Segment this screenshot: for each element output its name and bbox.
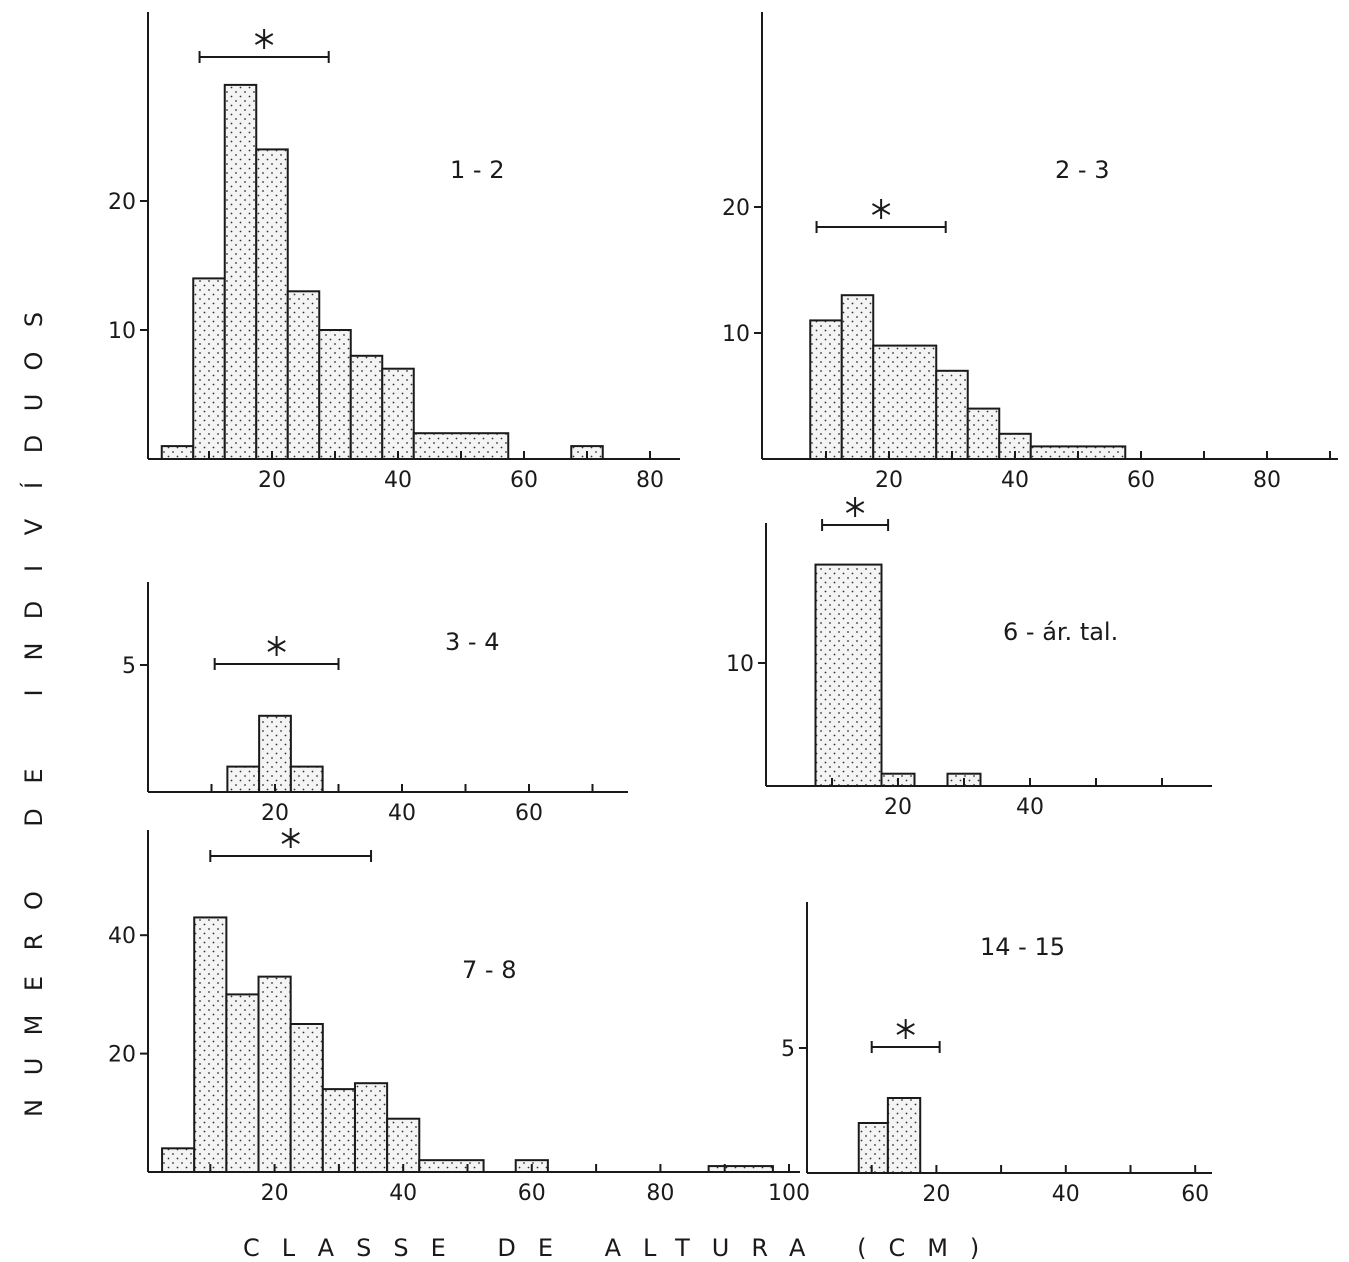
histogram-bar [160,445,195,461]
asterisk-marker [845,497,865,517]
x-tick-label: 20 [922,1182,950,1207]
panel-title: 1 - 2 [450,156,504,184]
panel-title: 3 - 4 [445,628,499,656]
histogram-bar [226,765,261,793]
histogram-bar [886,1097,922,1174]
histogram-bar [318,329,352,460]
x-axis-label: CLASSE DE ALTURA (CM) [243,1234,1001,1262]
y-tick-label: 20 [108,1043,136,1068]
histogram-bar [809,319,843,460]
y-tick-label: 10 [726,652,754,677]
histogram-panel-p12: 10 20 20 40 60 80 1 - 2 [108,12,680,493]
asterisk-marker [896,1019,915,1039]
y-axis-label-letter: D [20,808,48,826]
histogram-bar [258,714,292,793]
x-tick-label: 20 [884,795,912,820]
histogram-panel-p1415: 5 20 40 60 14 - 15 [781,902,1212,1207]
x-tick-label: 20 [261,801,289,826]
histogram-panel-p34: 5 20 40 60 3 - 4 [122,582,628,826]
x-tick-label: 20 [258,468,286,493]
histogram-bar [353,1082,389,1173]
y-axis-label-letter: I [20,689,48,696]
y-axis-label-letter: M [20,1015,48,1036]
x-tick-label: 40 [384,468,412,493]
y-tick-label: 10 [108,319,136,344]
y-axis-label-letter: E [20,768,48,783]
x-tick-label: 100 [768,1181,810,1206]
histogram-bar [386,1117,421,1173]
histogram-bar [349,354,384,460]
histogram-bar [193,916,228,1173]
histogram-bar [161,1147,196,1173]
x-tick-label: 60 [510,468,538,493]
histogram-bar [814,563,883,787]
y-axis-label-letter: V [20,518,48,535]
x-tick-label: 80 [646,1181,674,1206]
y-tick-label: 20 [108,190,136,215]
y-axis-label-letter: N [20,1099,48,1117]
y-tick-label: 20 [722,196,750,221]
asterisk-marker [281,828,300,848]
histogram-bar [418,1159,485,1174]
y-axis-label-letter: E [20,976,48,991]
x-tick-label: 40 [389,1181,417,1206]
x-tick-label: 60 [518,1181,546,1206]
x-tick-label: 60 [515,801,543,826]
y-axis-label-letter: D [20,435,48,453]
y-axis-label: N U M E R O D E I N D I V Í D U O S [19,312,48,1117]
histogram-bar [857,1122,889,1174]
histogram-bar [381,367,415,461]
asterisk-marker [267,636,286,656]
y-axis-label-letter: R [20,934,48,951]
histogram-panel-p6: 10 20 40 6 - ár. tal. [726,497,1212,820]
y-axis-label-letter: U [20,394,48,412]
x-tick-label: 20 [875,468,903,493]
y-axis-label-letter: Í [19,482,48,489]
y-axis-label-letter: S [20,312,48,327]
y-tick-label: 40 [108,924,136,949]
panel-title: 14 - 15 [980,933,1065,961]
panel-title: 7 - 8 [462,956,516,984]
y-axis-label-letter: N [20,643,48,661]
y-axis-label-letter: D [20,601,48,619]
x-tick-label: 40 [388,801,416,826]
x-tick-label: 40 [1016,795,1044,820]
panel-title: 6 - ár. tal. [1003,618,1118,646]
asterisk-marker [254,29,274,49]
x-tick-label: 40 [1052,1182,1080,1207]
histogram-bar [321,1088,356,1173]
histogram-bar [286,290,321,460]
panel-title: 2 - 3 [1055,156,1109,184]
histogram-bar [935,369,969,460]
x-tick-label: 60 [1127,468,1155,493]
y-tick-label: 10 [722,322,750,347]
y-axis-label-letter: U [20,1058,48,1076]
x-tick-label: 80 [1253,468,1281,493]
histogram-bar [872,344,938,461]
histogram-panel-p78: 20 40 20 40 60 80 100 7 - 8 [108,828,810,1206]
x-tick-label: 20 [261,1181,289,1206]
histogram-bar [840,294,875,461]
x-tick-label: 80 [636,468,664,493]
histogram-bar [255,148,289,460]
histogram-bar [223,83,258,461]
histogram-panel-p23: 10 20 20 40 60 80 2 - 3 [722,12,1338,493]
histogram-bar [257,975,292,1174]
histogram-bar [225,993,260,1174]
y-axis-label-letter: O [20,352,48,371]
y-tick-label: 5 [781,1037,795,1062]
x-tick-label: 60 [1181,1182,1209,1207]
y-axis-label-letter: O [20,891,48,910]
histogram-bar [192,277,226,460]
histogram-bar [966,407,1001,461]
x-tick-label: 40 [1001,468,1029,493]
histogram-bar [289,765,324,793]
histogram-bar [289,1023,324,1173]
y-tick-label: 5 [122,654,136,679]
y-axis-label-letter: I [20,565,48,572]
asterisk-marker [871,199,891,219]
